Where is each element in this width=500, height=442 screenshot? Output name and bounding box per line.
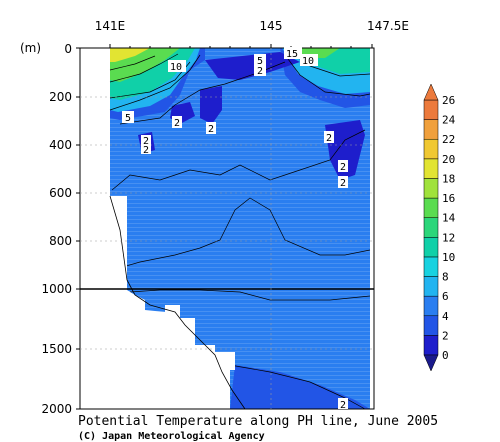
deep-band — [230, 365, 370, 409]
bathymetry-line — [109, 195, 246, 410]
contour-label: 2 — [174, 118, 180, 129]
contour-label: 2 — [143, 145, 149, 156]
contour-label: 2 — [340, 400, 346, 411]
cold-patch-mid — [200, 86, 222, 124]
credit-text: (C) Japan Meteorological Agency — [78, 430, 265, 442]
colorbar-label: 24 — [442, 114, 456, 127]
colorbar-label: 6 — [442, 290, 449, 303]
colorbar-label: 18 — [442, 172, 455, 185]
colorbar-label: 0 — [442, 349, 449, 362]
x-tick-label: 145 — [260, 19, 283, 33]
colorbar-label: 12 — [442, 231, 455, 244]
colorbar-swatch — [423, 256, 439, 277]
colorbar-swatch — [423, 335, 439, 356]
gridlines — [80, 48, 374, 409]
y-tick-label: 800 — [49, 234, 72, 248]
warm-band-left-20 — [110, 48, 150, 62]
colorbar-swatch — [423, 99, 439, 120]
y-tick-label: 600 — [49, 186, 72, 200]
contour-label: 2 — [257, 66, 263, 77]
colorbar-label: 8 — [442, 271, 449, 284]
chart-title: Potential Temperature along PH line, Jun… — [78, 414, 438, 429]
y-ticks — [76, 47, 80, 410]
seafloor-mask — [110, 196, 235, 409]
colorbar-min-arrow — [423, 354, 439, 372]
colorbar-swatch — [423, 138, 439, 160]
contour-labels: 10 5 5 2 15 10 5 2 2 2 2 2 2 2 2 — [125, 49, 347, 411]
colorbar-label: 26 — [442, 94, 455, 107]
colorbar-label: 20 — [442, 153, 455, 166]
contour-label: 10 — [170, 62, 182, 73]
colorbar-swatch — [423, 315, 439, 336]
colorbar-swatch — [423, 295, 439, 317]
contour-label: 15 — [286, 49, 298, 60]
colorbar-label: 22 — [442, 133, 455, 146]
colorbar-swatch — [423, 119, 439, 140]
contour-label: 2 — [208, 124, 214, 135]
y-tick-label: 0 — [64, 42, 72, 56]
contour-label: 5 — [257, 56, 263, 67]
cold-patch-upper — [205, 52, 300, 80]
colorbar-swatch — [423, 276, 439, 297]
y-tick-label: 2000 — [41, 402, 72, 416]
colorbar-swatch — [423, 197, 439, 218]
x-tick-label: 141E — [95, 19, 126, 33]
plot-frame — [79, 47, 375, 410]
colorbar-label: 16 — [442, 192, 455, 205]
contour-label: 2 — [143, 136, 149, 147]
contour-label: 2 — [326, 133, 332, 144]
top-ticks — [109, 44, 373, 48]
contour-label: 10 — [302, 56, 314, 67]
colorbar-label: 4 — [442, 310, 449, 323]
colorbar-label: 2 — [442, 329, 449, 342]
y-unit-label: (m) — [20, 41, 41, 55]
y-tick-label: 1000 — [41, 282, 72, 296]
contour-label: 5 — [125, 113, 131, 124]
colorbar-label: 10 — [442, 251, 455, 264]
x-tick-label: 147.5E — [367, 19, 409, 33]
contour-label: 2 — [340, 162, 346, 173]
colorbar-swatch — [423, 178, 439, 199]
y-tick-label: 200 — [49, 90, 72, 104]
contour-label: 2 — [340, 178, 346, 189]
colorbar-max-arrow — [423, 83, 439, 101]
y-tick-label: 400 — [49, 138, 72, 152]
colorbar-swatch — [423, 158, 439, 179]
colorbar-label: 14 — [442, 212, 456, 225]
colorbar-swatch — [423, 217, 439, 238]
y-tick-labels: 0 200 400 600 800 1000 1500 2000 — [41, 42, 72, 416]
y-tick-label: 1500 — [41, 342, 72, 356]
colorbar-swatch — [423, 237, 439, 258]
